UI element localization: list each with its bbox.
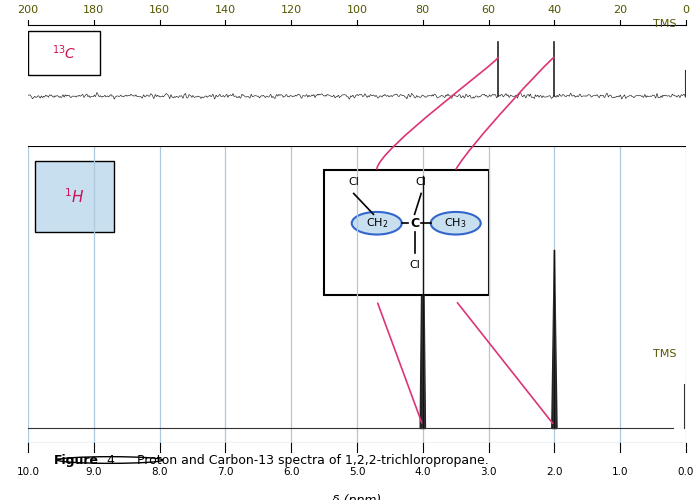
Text: TMS: TMS	[652, 349, 676, 359]
Polygon shape	[552, 250, 557, 428]
Text: 60: 60	[482, 5, 496, 15]
Text: δ (ppm): δ (ppm)	[332, 494, 382, 500]
Text: 10.0: 10.0	[17, 467, 39, 477]
Text: 4.0: 4.0	[414, 467, 431, 477]
Text: 0.0: 0.0	[678, 467, 694, 477]
FancyBboxPatch shape	[34, 161, 113, 232]
Circle shape	[351, 212, 402, 234]
Text: 80: 80	[416, 5, 430, 15]
Text: Cl: Cl	[349, 176, 359, 186]
Circle shape	[430, 212, 481, 234]
Text: 200: 200	[18, 5, 38, 15]
Text: $^{1}$H: $^{1}$H	[64, 187, 84, 206]
Text: $^{13}$C: $^{13}$C	[52, 44, 76, 62]
Text: CH$_3$: CH$_3$	[444, 216, 467, 230]
Text: 3.0: 3.0	[480, 467, 497, 477]
Text: 7.0: 7.0	[217, 467, 234, 477]
FancyBboxPatch shape	[28, 30, 100, 75]
Text: 6.0: 6.0	[283, 467, 300, 477]
Text: Proton and Carbon-13 spectra of 1,2,2-trichloropropane.: Proton and Carbon-13 spectra of 1,2,2-tr…	[136, 454, 489, 466]
Text: 5.0: 5.0	[349, 467, 365, 477]
Text: Cl: Cl	[416, 176, 426, 186]
Text: 160: 160	[149, 5, 170, 15]
Text: 180: 180	[83, 5, 104, 15]
Text: 0: 0	[682, 5, 690, 15]
Text: 100: 100	[346, 5, 368, 15]
Text: C: C	[410, 216, 419, 230]
Text: 4: 4	[106, 454, 114, 466]
Bar	[324, 170, 489, 294]
Text: 140: 140	[215, 5, 236, 15]
Text: 40: 40	[547, 5, 561, 15]
Text: 8.0: 8.0	[151, 467, 168, 477]
Text: 120: 120	[281, 5, 302, 15]
Text: 20: 20	[613, 5, 627, 15]
Text: 9.0: 9.0	[85, 467, 102, 477]
Text: CH$_2$: CH$_2$	[365, 216, 388, 230]
Text: TMS: TMS	[652, 19, 676, 29]
Circle shape	[57, 456, 163, 464]
Text: 2.0: 2.0	[546, 467, 563, 477]
Polygon shape	[420, 176, 426, 428]
Text: Figure: Figure	[55, 454, 99, 466]
Text: Cl: Cl	[409, 260, 420, 270]
Text: 1.0: 1.0	[612, 467, 629, 477]
